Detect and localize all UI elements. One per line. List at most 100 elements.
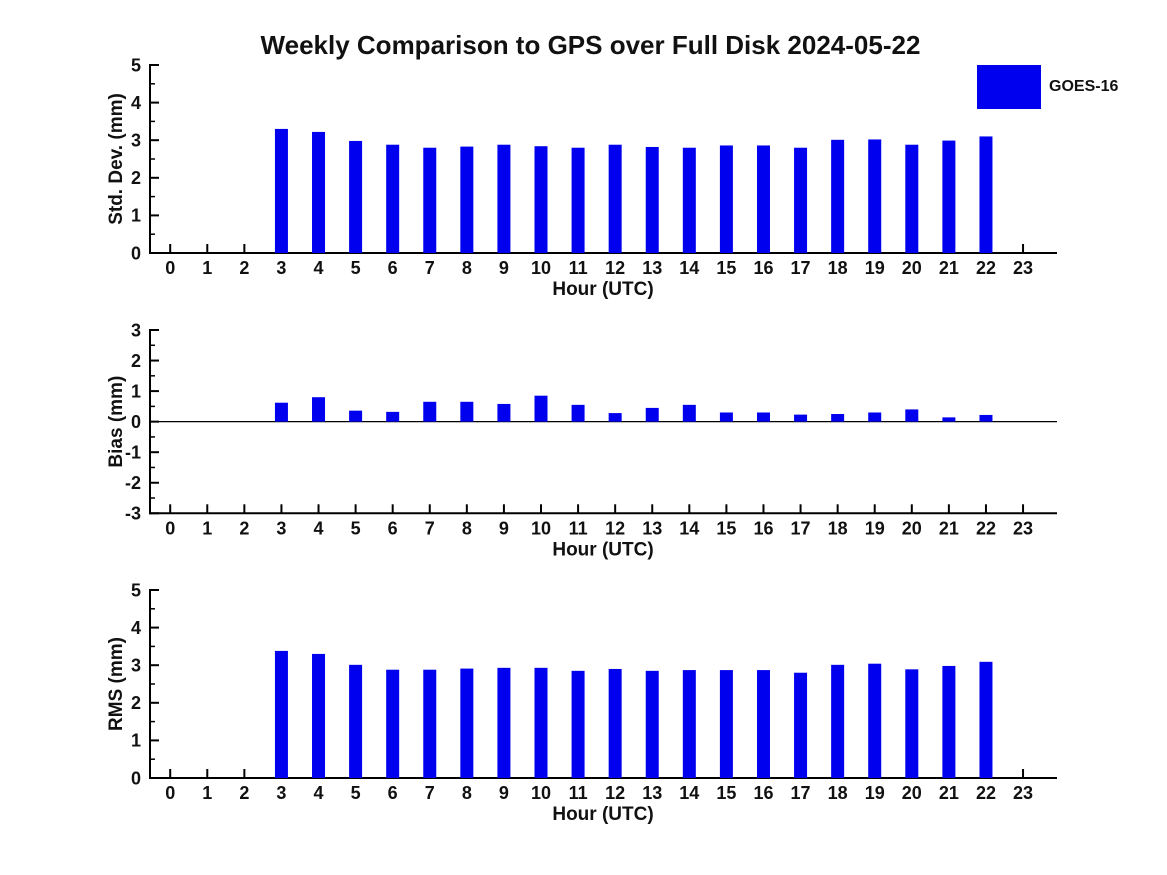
bias-y-tick-label: 3 <box>131 320 141 340</box>
std-dev-bar-hour-14 <box>682 147 696 253</box>
bias-bar-hour-4 <box>312 397 326 422</box>
bias-x-tick-label: 8 <box>462 518 472 538</box>
rms-bar-hour-4 <box>312 653 326 778</box>
bias-y-tick-label: -1 <box>125 443 141 463</box>
rms-bar-hour-5 <box>349 664 363 778</box>
bias-bar-hour-21 <box>942 417 956 422</box>
std-dev-bar-hour-19 <box>868 139 882 253</box>
rms-x-tick-label: 10 <box>531 783 551 803</box>
bias-bar-hour-9 <box>497 403 511 422</box>
rms-bar-hour-10 <box>534 667 548 778</box>
bias-x-tick-label: 2 <box>239 518 249 538</box>
rms-x-tick-label: 12 <box>605 783 625 803</box>
std-dev-x-tick-label: 19 <box>865 258 885 278</box>
bias-bar-hour-5 <box>349 410 363 422</box>
rms-x-tick-label: 17 <box>791 783 811 803</box>
std-dev-x-tick-label: 23 <box>1013 258 1033 278</box>
std-dev-bar-hour-10 <box>534 146 548 253</box>
bias-x-tick-label: 16 <box>753 518 773 538</box>
std-dev-x-tick-label: 4 <box>314 258 324 278</box>
std-dev-x-tick-label: 8 <box>462 258 472 278</box>
bias-x-tick-label: 3 <box>276 518 286 538</box>
rms-x-tick-label: 7 <box>425 783 435 803</box>
bias-bar-hour-19 <box>868 412 882 422</box>
rms-y-tick-label: 2 <box>131 693 141 713</box>
std-dev-bar-hour-12 <box>608 144 622 253</box>
bias-y-tick-label: -3 <box>125 504 141 524</box>
std-dev-x-tick-label: 22 <box>976 258 996 278</box>
std-dev-bar-hour-7 <box>423 147 437 253</box>
std-dev-bar-hour-8 <box>460 146 474 253</box>
bias-x-tick-label: 23 <box>1013 518 1033 538</box>
bias-x-tick-label: 14 <box>679 518 699 538</box>
legend-swatch-goes16 <box>977 65 1041 109</box>
bias-bar-hour-10 <box>534 395 548 422</box>
bias-bar-hour-18 <box>831 414 845 422</box>
rms-y-tick-label: 1 <box>131 731 141 751</box>
legend: GOES-16 <box>977 65 1118 109</box>
std-dev-y-tick-label: 2 <box>131 168 141 188</box>
rms-x-tick-label: 23 <box>1013 783 1033 803</box>
std-dev-bar-hour-6 <box>386 144 400 253</box>
rms-bar-hour-11 <box>571 670 585 778</box>
rms-bar-hour-14 <box>682 670 696 778</box>
rms-bar-hour-6 <box>386 669 400 778</box>
rms-x-tick-label: 19 <box>865 783 885 803</box>
bias-bar-hour-3 <box>274 402 288 422</box>
std-dev-bar-hour-5 <box>349 140 363 253</box>
bias-y-tick-label: 2 <box>131 351 141 371</box>
std-dev-bar-hour-21 <box>942 140 956 253</box>
legend-label: GOES-16 <box>1049 78 1119 95</box>
std-dev-x-tick-label: 16 <box>753 258 773 278</box>
std-dev-x-tick-label: 21 <box>939 258 959 278</box>
rms-bar-hour-13 <box>645 670 659 778</box>
rms-x-tick-label: 20 <box>902 783 922 803</box>
rms-bar-hour-17 <box>794 672 808 778</box>
chart-title: Weekly Comparison to GPS over Full Disk … <box>260 30 921 60</box>
bias-bar-hour-16 <box>756 412 770 422</box>
rms-x-tick-label: 6 <box>388 783 398 803</box>
std-dev-x-tick-label: 6 <box>388 258 398 278</box>
bias-x-tick-label: 7 <box>425 518 435 538</box>
bias-x-axis-label: Hour (UTC) <box>552 539 653 560</box>
rms-x-axis-label: Hour (UTC) <box>552 804 653 825</box>
bias-x-tick-label: 18 <box>828 518 848 538</box>
bias-x-tick-label: 11 <box>569 518 588 538</box>
bias-x-tick-label: 12 <box>605 518 625 538</box>
rms-bar-hour-7 <box>423 669 437 778</box>
rms-x-tick-label: 21 <box>939 783 959 803</box>
std-dev-bar-hour-11 <box>571 147 585 253</box>
bias-x-tick-label: 22 <box>976 518 996 538</box>
rms-x-tick-label: 22 <box>976 783 996 803</box>
rms-bar-hour-19 <box>868 663 882 778</box>
std-dev-bar-hour-16 <box>756 145 770 253</box>
bias-x-tick-label: 5 <box>351 518 361 538</box>
bias-y-tick-label: 1 <box>131 381 141 401</box>
rms-x-tick-label: 11 <box>569 783 588 803</box>
rms-x-tick-label: 4 <box>314 783 324 803</box>
std-dev-bar-hour-20 <box>905 144 919 253</box>
std-dev-x-tick-label: 9 <box>499 258 509 278</box>
bias-x-tick-label: 6 <box>388 518 398 538</box>
std-dev-x-tick-label: 11 <box>569 258 588 278</box>
rms-bar-hour-12 <box>608 668 622 778</box>
bias-x-tick-label: 17 <box>791 518 811 538</box>
std-dev-x-tick-label: 10 <box>531 258 551 278</box>
std-dev-x-tick-label: 0 <box>165 258 175 278</box>
bias-bar-hour-20 <box>905 409 919 422</box>
rms-x-tick-label: 16 <box>753 783 773 803</box>
bias-bar-hour-15 <box>719 412 733 422</box>
std-dev-x-tick-label: 20 <box>902 258 922 278</box>
rms-x-tick-label: 18 <box>828 783 848 803</box>
std-dev-bar-hour-18 <box>831 139 845 253</box>
rms-bar-hour-8 <box>460 668 474 778</box>
rms-bar-hour-15 <box>719 670 733 778</box>
rms-x-tick-label: 5 <box>351 783 361 803</box>
bias-bar-hour-12 <box>608 413 622 422</box>
bias-y-axis-label: Bias (mm) <box>106 376 127 468</box>
rms-bar-hour-22 <box>979 661 993 778</box>
bias-bar-hour-7 <box>423 401 437 422</box>
rms-bar-hour-21 <box>942 665 956 778</box>
bias-x-tick-label: 20 <box>902 518 922 538</box>
